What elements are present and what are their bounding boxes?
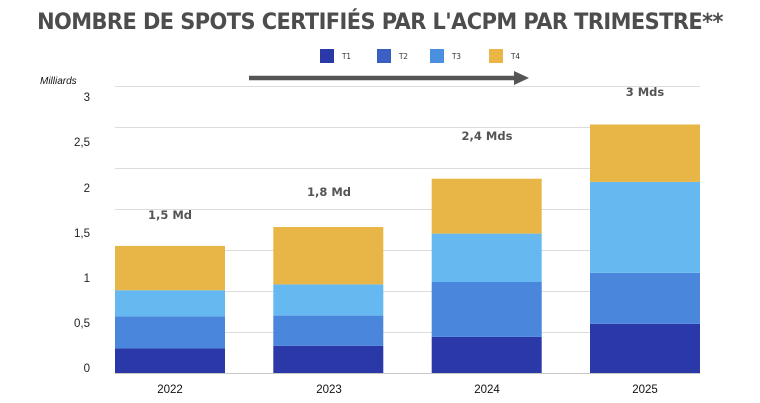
y-axis-unit-label: Milliards xyxy=(40,76,77,87)
legend-item-t3: T3 xyxy=(430,49,461,63)
legend-label-t1: T1 xyxy=(342,51,351,61)
bar-segment-2024-t2 xyxy=(431,282,542,337)
bar-segment-2022-t1 xyxy=(115,348,225,373)
bar-segment-2024-t1 xyxy=(431,336,542,373)
legend-swatch-t2 xyxy=(377,49,391,63)
bar-segment-2022-t4 xyxy=(115,245,225,291)
bar-segment-2023-t2 xyxy=(273,315,384,346)
chart-title: NOMBRE DE SPOTS CERTIFIÉS PAR L'ACPM PAR… xyxy=(37,9,723,35)
legend-label-t4: T4 xyxy=(511,51,520,61)
legend-item-t1: T1 xyxy=(320,49,351,63)
x-tick-label: 2022 xyxy=(157,384,183,396)
y-tick-label: 2,5 xyxy=(74,137,90,149)
y-tick-label: 1,5 xyxy=(74,228,90,240)
bar-segment-2024-t4 xyxy=(431,178,542,234)
y-tick-label: 0,5 xyxy=(74,318,90,330)
total-label-2022: 1,5 Md xyxy=(147,208,193,222)
legend-item-t2: T2 xyxy=(377,49,408,63)
x-tick-label: 2023 xyxy=(316,384,342,396)
trend-arrow xyxy=(249,71,529,85)
total-label-2023: 1,8 Md xyxy=(306,185,352,199)
x-tick-label: 2025 xyxy=(632,384,658,396)
total-label-2025: 3 Mds xyxy=(625,85,665,99)
y-tick-label: 2 xyxy=(83,183,90,195)
bar-segment-2022-t3 xyxy=(115,290,225,317)
bar-segment-2025-t1 xyxy=(590,323,700,373)
legend-item-t4: T4 xyxy=(489,49,520,63)
legend-label-t3: T3 xyxy=(452,51,461,61)
bar-segment-2022-t2 xyxy=(115,316,225,349)
total-label-2024: 2,4 Mds xyxy=(461,129,513,143)
legend-swatch-t3 xyxy=(430,49,444,63)
bar-segment-2023-t1 xyxy=(273,345,384,373)
x-tick-label: 2024 xyxy=(474,384,500,396)
legend-swatch-t4 xyxy=(489,49,503,63)
bars xyxy=(115,124,700,373)
y-tick-label: 1 xyxy=(83,273,90,285)
bar-segment-2023-t4 xyxy=(273,227,384,285)
y-tick-label: 3 xyxy=(83,92,90,104)
legend-swatch-t1 xyxy=(320,49,334,63)
trend-arrow-head xyxy=(514,71,529,85)
bar-segment-2025-t2 xyxy=(590,273,700,324)
bar-segment-2025-t4 xyxy=(590,124,700,182)
bar-segment-2023-t3 xyxy=(273,284,384,316)
y-tick-label: 0 xyxy=(83,363,90,375)
bar-segment-2024-t3 xyxy=(431,233,542,282)
legend-label-t2: T2 xyxy=(399,51,408,61)
bar-segment-2025-t3 xyxy=(590,181,700,273)
